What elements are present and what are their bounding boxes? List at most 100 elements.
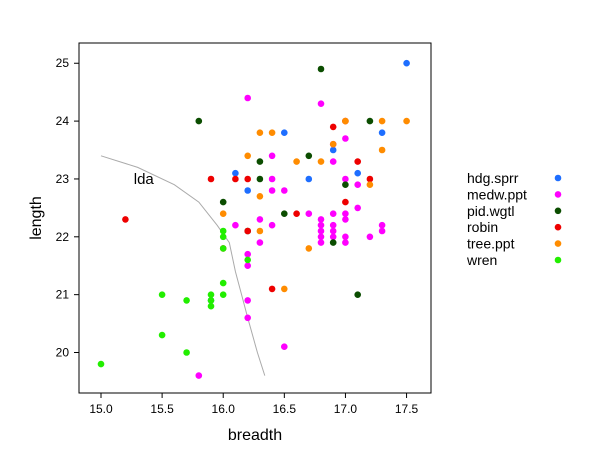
point-wren [207,297,215,304]
point-tree.ppt [244,152,251,160]
legend-label: robin [467,219,498,235]
point-medw.ppt [329,158,337,165]
point-hdg.sprr [378,129,386,136]
point-hdg.sprr [244,187,251,194]
point-tree.ppt [256,193,264,200]
point-pid.wgtl [305,152,313,160]
point-medw.ppt [244,250,251,258]
point-robin [122,216,129,223]
point-medw.ppt [244,94,251,102]
lda-annotation: lda [134,171,155,188]
lda-line-layer [100,155,266,376]
plot-area: lda [78,42,432,394]
point-medw.ppt [268,175,276,183]
legend-marker [554,223,562,231]
point-medw.ppt [366,233,374,241]
point-medw.ppt [342,210,349,217]
point-wren [158,331,166,339]
point-robin [329,123,337,131]
point-pid.wgtl [256,175,264,183]
point-wren [219,227,227,235]
point-tree.ppt [305,245,313,252]
point-tree.ppt [342,117,349,125]
point-tree.ppt [281,285,288,293]
point-medw.ppt [256,239,264,246]
point-medw.ppt [317,221,325,229]
point-medw.ppt [378,227,386,235]
point-medw.ppt [342,233,349,241]
point-robin [293,210,300,217]
point-tree.ppt [219,210,227,217]
point-robin [366,175,374,183]
point-tree.ppt [293,158,300,165]
point-medw.ppt [281,187,288,194]
point-tree.ppt [329,140,337,148]
point-robin [244,227,251,235]
point-medw.ppt [329,227,337,235]
point-wren [244,256,251,264]
point-robin [232,175,239,183]
point-wren [207,291,215,299]
legend-label: wren [466,252,497,268]
point-medw.ppt [342,216,349,223]
point-tree.ppt [378,146,386,154]
point-medw.ppt [281,343,288,351]
point-wren [207,302,215,310]
point-pid.wgtl [256,158,264,165]
y-axis: 20 21 22 23 24 25 [56,56,79,360]
legend-marker [554,191,562,198]
point-medw.ppt [342,135,349,142]
point-pid.wgtl [354,291,362,299]
point-medw.ppt [354,204,362,212]
point-medw.ppt [317,239,325,246]
y-tick-label: 24 [56,114,70,128]
point-wren [219,291,227,299]
legend-label: tree.ppt [467,236,515,252]
y-tick-label: 22 [56,230,70,244]
point-medw.ppt [378,221,386,229]
point-hdg.sprr [403,59,410,67]
y-axis-label: length [28,196,45,240]
point-hdg.sprr [354,169,362,177]
point-robin [354,158,362,165]
x-axis-label: breadth [228,427,282,444]
point-wren [183,349,190,356]
y-tick-label: 21 [56,288,70,302]
points-layer [97,59,410,379]
point-tree.ppt [317,158,325,165]
point-medw.ppt [268,152,276,160]
point-hdg.sprr [305,175,313,183]
point-medw.ppt [329,233,337,241]
x-tick-label: 17.5 [395,402,419,416]
point-medw.ppt [305,210,313,217]
point-medw.ppt [244,297,251,304]
point-tree.ppt [268,129,276,136]
point-wren [158,291,166,299]
legend-marker [554,207,562,215]
point-wren [219,233,227,241]
point-pid.wgtl [329,239,337,246]
x-tick-label: 17.0 [334,402,358,416]
plot-frame [78,42,432,394]
legend-label: medw.ppt [467,186,527,202]
point-medw.ppt [317,233,325,241]
point-wren [219,279,227,287]
point-medw.ppt [354,181,362,188]
point-medw.ppt [342,239,349,246]
point-medw.ppt [195,372,203,379]
point-tree.ppt [403,117,410,125]
point-medw.ppt [268,221,276,229]
lda-line [100,155,266,376]
annotation-layer: lda [134,171,155,188]
point-tree.ppt [256,129,264,136]
point-medw.ppt [244,314,251,322]
x-axis: 15.0 15.5 16.0 16.5 17.0 17.5 [89,393,419,416]
legend-label: pid.wgtl [467,203,514,219]
y-tick-label: 25 [56,56,70,70]
point-pid.wgtl [219,198,227,206]
point-robin [342,198,349,206]
x-tick-label: 16.0 [212,402,236,416]
y-tick-label: 20 [56,346,70,360]
point-pid.wgtl [342,181,349,188]
